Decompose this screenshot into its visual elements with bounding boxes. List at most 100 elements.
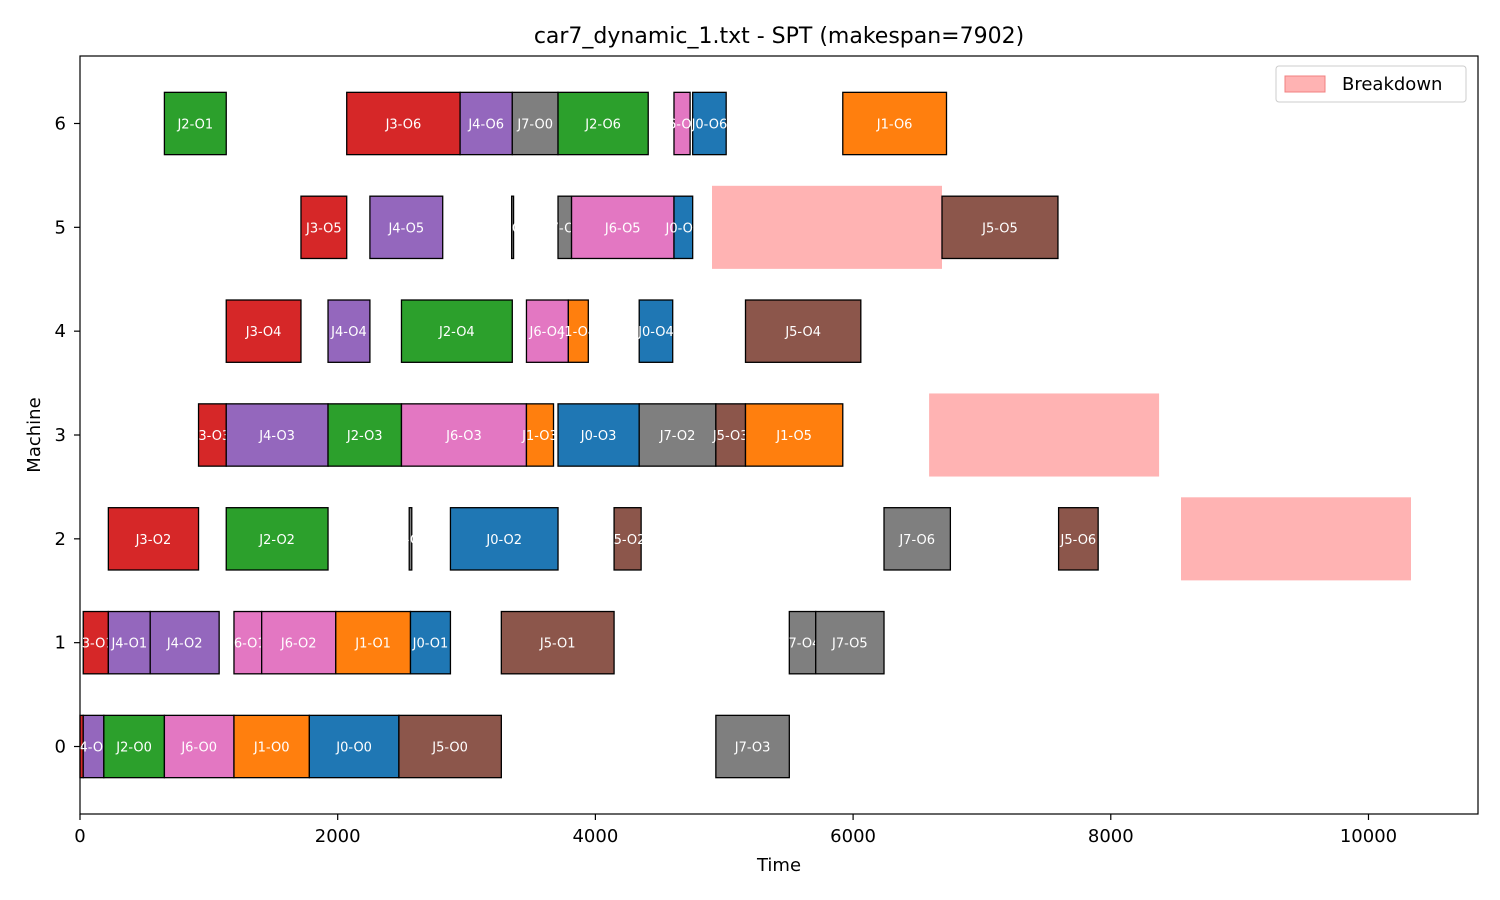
operation-label: J2-O4: [438, 325, 475, 340]
operation-bar: [673, 195, 694, 260]
operation-bar: [1057, 507, 1099, 571]
operation-label: J3-O1: [77, 637, 114, 652]
operation-bar: [149, 610, 220, 675]
x-axis-ticks: 0 2000 4000 6000 8000 10000: [74, 814, 1397, 847]
operation-label: J4-O5: [387, 221, 424, 236]
operation-bar: [567, 299, 589, 363]
breakdown-layer: [711, 185, 1411, 581]
operation-label: J7-O3: [734, 741, 771, 756]
operation-bar: [459, 91, 513, 156]
operation-label: J4-O4: [330, 325, 367, 340]
operation-bar: [692, 91, 727, 156]
x-tick-label: 6000: [830, 826, 876, 847]
operation-label: J4-O2: [166, 637, 203, 652]
breakdown-bar-1: [929, 393, 1160, 477]
y-axis-ticks: 0 1 2 3 4 5 6: [55, 113, 80, 758]
operation-bar: [163, 714, 235, 779]
operation-bar: [82, 610, 109, 675]
operation-label: J4-O1: [110, 637, 147, 652]
operation-bar: [225, 507, 329, 571]
operation-label: J4-O6: [467, 117, 504, 132]
operation-label: J7-O0: [494, 221, 531, 236]
y-tick-label: 5: [55, 217, 66, 238]
operation-bar: [638, 299, 674, 363]
operation-label: J6-O6: [663, 117, 700, 132]
x-tick-label: 10000: [1340, 826, 1397, 847]
operation-bar: [449, 507, 559, 571]
x-axis-label: Time: [756, 855, 801, 876]
operation-label: J3-O6: [385, 117, 422, 132]
operation-bar: [400, 299, 513, 363]
operation-label: J5-O4: [784, 325, 821, 340]
operation-label: J0-O6: [691, 117, 728, 132]
operation-bar: [107, 610, 151, 675]
operation-label: J2-O3: [346, 429, 383, 444]
operation-bar: [409, 610, 452, 675]
operation-bar: [744, 403, 844, 467]
operation-bar: [408, 507, 413, 571]
operation-label: J3-O4: [245, 325, 282, 340]
y-tick-label: 1: [55, 633, 66, 654]
operation-label: J5-O6: [1060, 533, 1097, 548]
operation-label: J1-O4: [559, 325, 596, 340]
chart-title: car7_dynamic_1.txt - SPT (makespan=7902): [534, 24, 1024, 49]
legend: Breakdown: [1275, 65, 1467, 103]
operation-label: J3-O3: [194, 429, 231, 444]
operation-bar: [398, 714, 502, 779]
operation-label: J7-O0: [392, 533, 429, 548]
operation-label: J5-O5: [981, 221, 1018, 236]
operation-bar: [525, 299, 569, 363]
operation-label: J1-O1: [354, 637, 391, 652]
operation-bar: [327, 299, 371, 363]
operation-bar: [638, 403, 717, 467]
operation-label: J0-O2: [485, 533, 522, 548]
operation-bar: [511, 91, 559, 156]
operation-label: J7-O5: [831, 637, 868, 652]
operation-label: J2-O6: [584, 117, 621, 132]
operation-bar: [300, 195, 348, 260]
x-tick-label: 0: [74, 826, 85, 847]
operation-label: J6-O2: [280, 637, 317, 652]
legend-box: [1275, 65, 1467, 103]
x-tick-label: 2000: [315, 826, 361, 847]
y-tick-label: 2: [55, 529, 66, 550]
operation-bar: [335, 610, 412, 675]
operation-bar: [327, 403, 403, 467]
operation-bar: [346, 91, 461, 156]
operation-bar: [557, 91, 649, 156]
operation-label: J6-O3: [445, 429, 482, 444]
operation-bar: [400, 403, 528, 467]
operation-label: J6-O1: [229, 637, 266, 652]
operation-bar: [225, 299, 302, 363]
operation-bar: [103, 714, 166, 779]
operation-label: J7-O4: [784, 637, 821, 652]
operation-bar: [500, 610, 615, 675]
operation-bar: [613, 507, 642, 571]
operation-label: J1-O6: [876, 117, 913, 132]
operation-bar: [525, 403, 555, 467]
operation-bar: [308, 714, 400, 779]
operation-label: J5-O0: [431, 741, 468, 756]
operation-label: J3-O2: [135, 533, 172, 548]
operation-label: J6-O5: [604, 221, 641, 236]
y-axis-label: Machine: [24, 397, 45, 472]
operation-label: J5-O2: [609, 533, 646, 548]
operation-label: J0-O5: [664, 221, 701, 236]
operation-label: J1-O5: [775, 429, 812, 444]
operation-label: J4-O3: [258, 429, 295, 444]
operation-label: J0-O3: [580, 429, 617, 444]
y-tick-label: 6: [55, 113, 66, 134]
operation-bar: [715, 403, 747, 467]
operation-label: J5-O3: [712, 429, 749, 444]
operation-label: J6-O4: [529, 325, 566, 340]
operation-label: J6-O0: [180, 741, 217, 756]
operation-label: J0-O4: [637, 325, 674, 340]
y-tick-label: 4: [55, 321, 66, 342]
y-tick-label: 3: [55, 425, 66, 446]
operation-bar: [163, 91, 227, 156]
operation-label: J7-O2: [659, 429, 696, 444]
legend-swatch-breakdown: [1284, 75, 1326, 93]
operation-label: J7-O6: [898, 533, 935, 548]
